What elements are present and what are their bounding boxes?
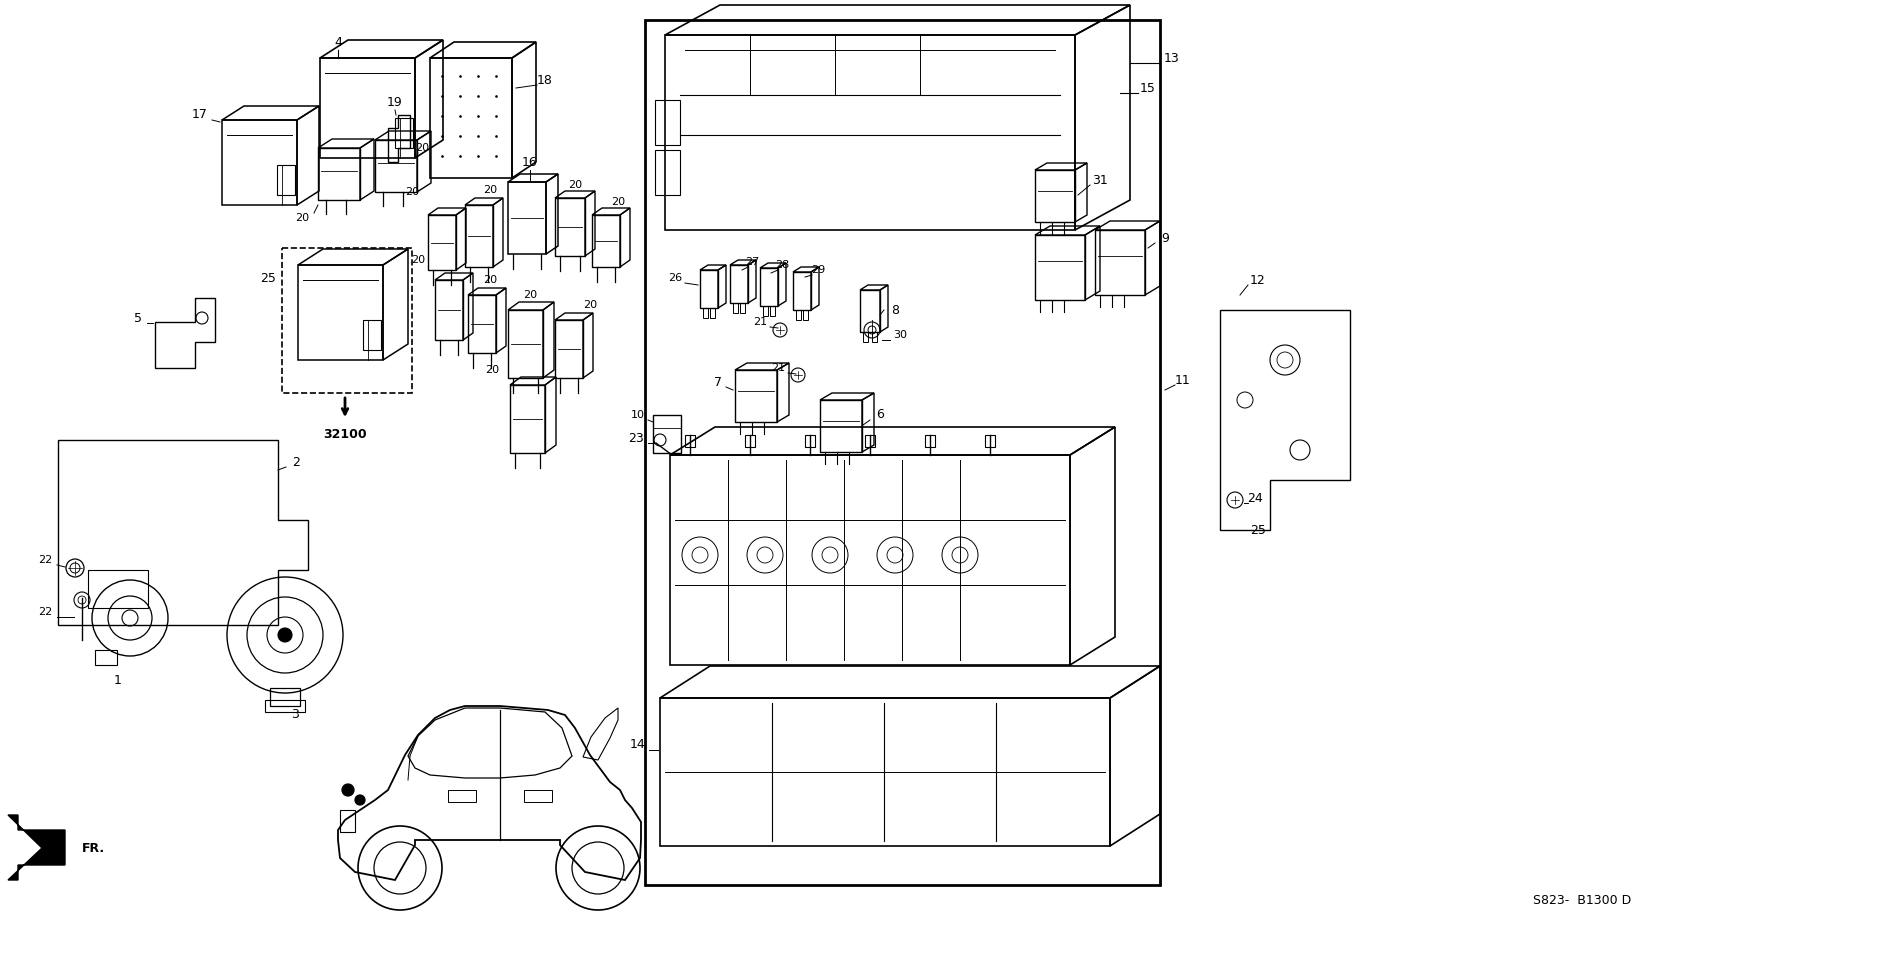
Text: 26: 26: [668, 273, 682, 283]
Text: 11: 11: [1174, 373, 1191, 386]
Text: 20: 20: [485, 365, 498, 375]
Text: 15: 15: [1140, 82, 1155, 95]
Text: 31: 31: [1091, 174, 1108, 186]
Text: 20: 20: [583, 300, 597, 310]
Text: 7: 7: [714, 376, 721, 388]
Text: 14: 14: [631, 738, 646, 752]
Circle shape: [342, 784, 355, 796]
Text: 23: 23: [629, 432, 644, 445]
Text: 4: 4: [334, 35, 342, 49]
Text: 25: 25: [261, 271, 276, 285]
Text: 25: 25: [1250, 524, 1267, 536]
Text: 20: 20: [412, 255, 425, 265]
Circle shape: [355, 795, 364, 805]
Text: 17: 17: [193, 108, 208, 122]
Text: 6: 6: [876, 409, 884, 422]
Text: 28: 28: [774, 260, 789, 270]
Text: S823-  B1300 D: S823- B1300 D: [1533, 894, 1631, 906]
Text: 20: 20: [483, 185, 497, 195]
Text: 22: 22: [38, 607, 53, 617]
Text: 12: 12: [1250, 273, 1265, 287]
Text: 20: 20: [483, 275, 497, 285]
Text: 2: 2: [293, 456, 300, 469]
Text: 30: 30: [893, 330, 906, 340]
Text: 20: 20: [404, 187, 419, 197]
Text: 20: 20: [415, 143, 429, 153]
Text: 8: 8: [891, 303, 899, 316]
Text: 13: 13: [1165, 52, 1180, 64]
Text: 27: 27: [746, 257, 759, 267]
Text: 1: 1: [113, 673, 123, 687]
Text: FR.: FR.: [81, 841, 106, 854]
Circle shape: [278, 628, 293, 642]
Text: 16: 16: [523, 155, 538, 169]
Text: 32100: 32100: [323, 429, 366, 441]
Text: 29: 29: [810, 265, 825, 275]
Text: 20: 20: [523, 290, 536, 300]
Text: 21: 21: [770, 363, 785, 373]
Text: 5: 5: [134, 312, 142, 324]
Text: 20: 20: [612, 197, 625, 207]
Polygon shape: [8, 815, 64, 880]
Text: 9: 9: [1161, 231, 1169, 245]
Text: 24: 24: [1248, 492, 1263, 504]
Text: 21: 21: [753, 317, 767, 327]
Text: 20: 20: [295, 213, 310, 223]
Text: 19: 19: [387, 96, 402, 108]
Text: 3: 3: [291, 709, 298, 721]
Text: 22: 22: [38, 555, 53, 565]
Text: 20: 20: [568, 180, 582, 190]
Text: 10: 10: [631, 410, 646, 420]
Text: 18: 18: [536, 74, 553, 86]
